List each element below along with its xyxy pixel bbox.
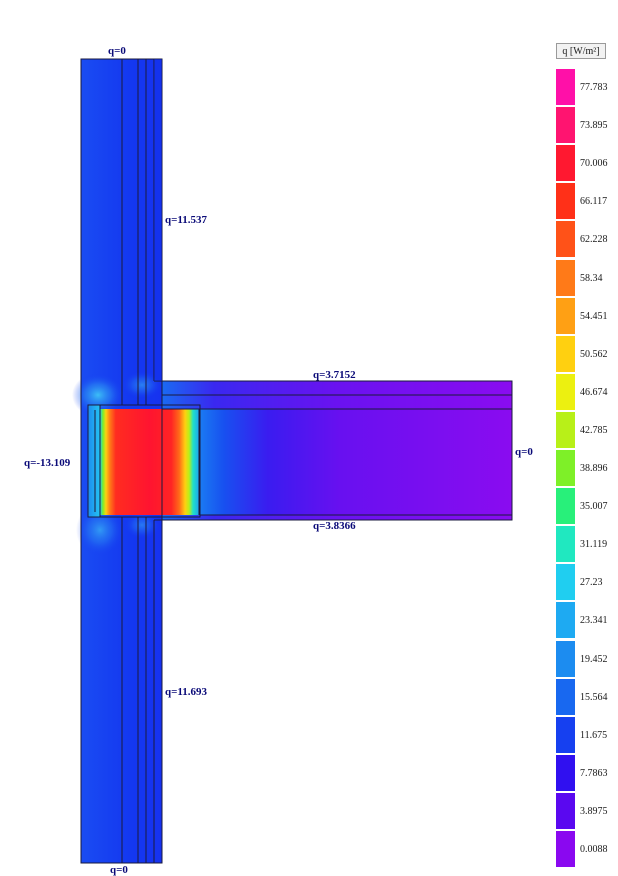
legend-swatch xyxy=(556,640,575,677)
wall-glow-inner-lower xyxy=(124,511,160,539)
legend-swatch xyxy=(556,297,575,334)
legend-value: 66.117 xyxy=(580,196,608,208)
legend-swatch xyxy=(556,831,575,867)
legend-value: 3.8975 xyxy=(580,805,608,817)
wall-glow-inner-upper xyxy=(122,371,162,399)
label-slab-end: q=0 xyxy=(515,446,533,458)
legend-swatch xyxy=(556,411,575,448)
wall-outlines xyxy=(80,58,163,864)
legend-value: 23.341 xyxy=(580,615,608,627)
junction-left-strip xyxy=(88,405,100,517)
legend-swatch xyxy=(556,716,575,753)
label-top-boundary: q=0 xyxy=(108,45,126,57)
legend-value: 42.785 xyxy=(580,424,608,436)
wall-inner-face xyxy=(154,59,162,381)
label-wall-upper-right: q=11.537 xyxy=(165,214,208,226)
label-bottom-boundary: q=0 xyxy=(110,864,128,876)
legend-swatch xyxy=(556,792,575,829)
legend-value: 50.562 xyxy=(580,348,608,360)
legend-swatch xyxy=(556,335,575,372)
legend-value: 58.34 xyxy=(580,272,603,284)
legend-swatch xyxy=(556,259,575,296)
legend-value: 27.23 xyxy=(580,577,603,589)
legend-swatch xyxy=(556,183,575,220)
legend-value: 0.0088 xyxy=(580,844,608,855)
slab-bottom-strip xyxy=(162,515,512,520)
legend-swatch xyxy=(556,69,575,105)
legend-value: 15.564 xyxy=(580,691,608,703)
label-wall-lower-right: q=11.693 xyxy=(165,686,208,698)
legend-swatch xyxy=(556,107,575,144)
legend-value: 11.675 xyxy=(580,729,608,741)
legend-value: 38.896 xyxy=(580,463,608,474)
legend-value: 70.006 xyxy=(580,158,608,170)
hot-core xyxy=(100,409,199,515)
legend-value: 62.228 xyxy=(580,234,608,246)
legend-value: 77.783 xyxy=(580,82,608,93)
legend-swatch xyxy=(556,754,575,791)
slab-outlines xyxy=(87,380,513,521)
legend-title: q [W/m²] xyxy=(556,43,606,59)
legend-value: 46.674 xyxy=(580,386,608,398)
legend-value: 54.451 xyxy=(580,310,608,322)
wall-glow-upper xyxy=(72,373,124,417)
legend-value: 35.007 xyxy=(580,501,608,513)
legend-swatch xyxy=(556,678,575,715)
label-slab-bottom: q=3.8366 xyxy=(313,520,356,532)
legend-value: 19.452 xyxy=(580,653,608,665)
legend-swatch xyxy=(556,488,575,525)
legend-swatch xyxy=(556,373,575,410)
legend-value: 7.7863 xyxy=(580,767,608,779)
legend-value: 31.119 xyxy=(580,539,608,551)
legend-swatch xyxy=(556,450,575,486)
legend-swatch xyxy=(556,526,575,563)
legend-swatch xyxy=(556,564,575,601)
legend-swatch xyxy=(556,221,575,258)
legend-swatch xyxy=(556,602,575,639)
legend-swatch xyxy=(556,145,575,182)
label-left-boundary: q=-13.109 xyxy=(24,457,71,469)
slab-body xyxy=(199,409,512,517)
legend-value: 73.895 xyxy=(580,120,608,132)
label-slab-top: q=3.7152 xyxy=(313,369,356,381)
